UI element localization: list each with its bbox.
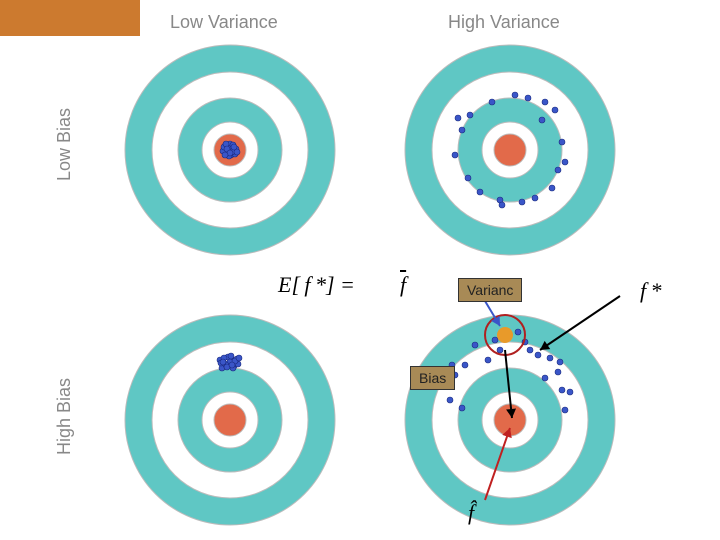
fbar-dot <box>497 327 513 343</box>
formula-fbar: f <box>400 272 406 298</box>
target-lowbias-highvar <box>405 45 615 255</box>
bias-label: Bias <box>410 366 455 390</box>
variance-label: Varianc <box>458 278 522 302</box>
target-highbias-highvar <box>405 315 615 525</box>
formula-fhat: f̂ <box>468 500 474 526</box>
diagram-canvas <box>0 0 720 540</box>
target-lowbias-lowvar <box>125 45 335 255</box>
formula-fstar: f * <box>640 278 662 304</box>
formula-efstar: E[ f *] = <box>278 272 355 298</box>
target-highbias-lowvar <box>125 315 335 525</box>
